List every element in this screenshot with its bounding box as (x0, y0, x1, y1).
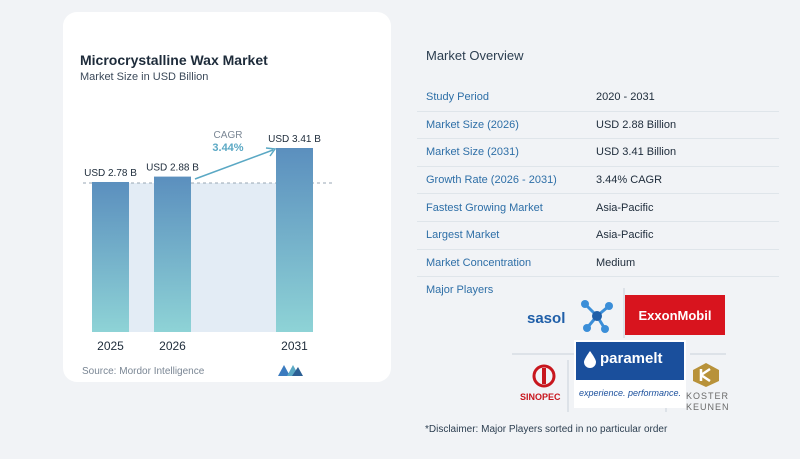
bar-2031 (276, 148, 313, 332)
overview-row: Market Size (2026) USD 2.88 Billion (417, 112, 779, 140)
major-players-label: Major Players (426, 284, 494, 296)
sasol-wordmark: sasol (527, 310, 566, 327)
koster-emblem-icon (693, 363, 719, 387)
overview-title: Market Overview (426, 48, 524, 63)
bar-value-label: USD 2.88 B (146, 163, 199, 174)
overview-row-key: Fastest Growing Market (426, 201, 543, 214)
sinopec-logo: SINOPEC (520, 364, 568, 414)
paramelt-tagline: experience. performance. (578, 388, 682, 398)
overview-row-key: Market Concentration (426, 256, 532, 269)
overview-row-value: USD 2.88 Billion (596, 118, 677, 131)
x-tick-label: 2025 (97, 339, 124, 353)
cagr-arrow-head (265, 147, 277, 157)
paramelt-drop-icon (584, 351, 596, 368)
overview-row-value: 3.44% CAGR (596, 174, 663, 187)
overview-row: Largest Market Asia-Pacific (417, 222, 779, 250)
paramelt-tagline-box: experience. performance. (576, 380, 684, 406)
mordor-logo-icon (278, 365, 303, 376)
overview-row: Growth Rate (2026 - 2031) 3.44% CAGR (417, 167, 779, 195)
overview-row-value: USD 3.41 Billion (596, 146, 677, 159)
overview-row-key: Study Period (426, 91, 489, 104)
cagr-band (128, 183, 278, 332)
sasol-logo: sasol (527, 296, 619, 336)
cagr-label: CAGR (214, 130, 243, 141)
chart-subtitle: Market Size in USD Billion (80, 71, 209, 83)
sasol-molecule-icon (581, 300, 613, 333)
x-tick-label: 2031 (281, 339, 308, 353)
overview-row-value: Asia-Pacific (596, 229, 654, 242)
source-note: Source: Mordor Intelligence (82, 366, 205, 377)
overview-row: Market Size (2031) USD 3.41 Billion (417, 139, 779, 167)
overview-row-key: Market Size (2031) (426, 146, 519, 159)
koster-wordmark-2: KEUNEN (686, 402, 730, 412)
overview-row-key: Market Size (2026) (426, 118, 519, 131)
paramelt-wordmark: paramelt (600, 350, 663, 367)
exxonmobil-wordmark: ExxonMobil (638, 307, 712, 323)
overview-row: Market Concentration Medium (417, 250, 779, 278)
disclaimer: *Disclaimer: Major Players sorted in no … (425, 424, 668, 435)
overview-row: Study Period 2020 - 2031 (417, 84, 779, 112)
sinopec-emblem-icon (532, 364, 556, 388)
koster-keunen-logo: KOSTER KEUNEN (680, 362, 732, 414)
cagr-value: 3.44% (212, 142, 243, 154)
overview-row-key: Growth Rate (2026 - 2031) (426, 174, 557, 187)
exxonmobil-logo: ExxonMobil (625, 295, 725, 335)
sinopec-wordmark: SINOPEC (520, 392, 561, 402)
bar-2026 (154, 176, 191, 332)
overview-row-value: Asia-Pacific (596, 201, 654, 214)
bar-chart: USD 2.78 B 2025 USD 2.88 B 2026 USD 3.41 B 20… (83, 130, 335, 353)
overview-row-value: 2020 - 2031 (596, 91, 655, 104)
overview-row: Fastest Growing Market Asia-Pacific (417, 194, 779, 222)
cagr-arrow-line (194, 149, 274, 180)
overview-row-value: Medium (596, 256, 636, 269)
koster-wordmark-1: KOSTER (686, 391, 730, 401)
paramelt-logo: paramelt experience. performance. (574, 340, 686, 408)
bar-value-label: USD 2.78 B (84, 168, 137, 179)
x-tick-label: 2026 (159, 339, 186, 353)
overview-table: Study Period 2020 - 2031 Market Size (2026… (417, 84, 779, 278)
bar-value-label: USD 3.41 B (268, 134, 321, 145)
bar-2025 (92, 181, 129, 332)
overview-row-key: Largest Market (426, 229, 500, 242)
chart-title: Microcrystalline Wax Market (80, 52, 268, 68)
